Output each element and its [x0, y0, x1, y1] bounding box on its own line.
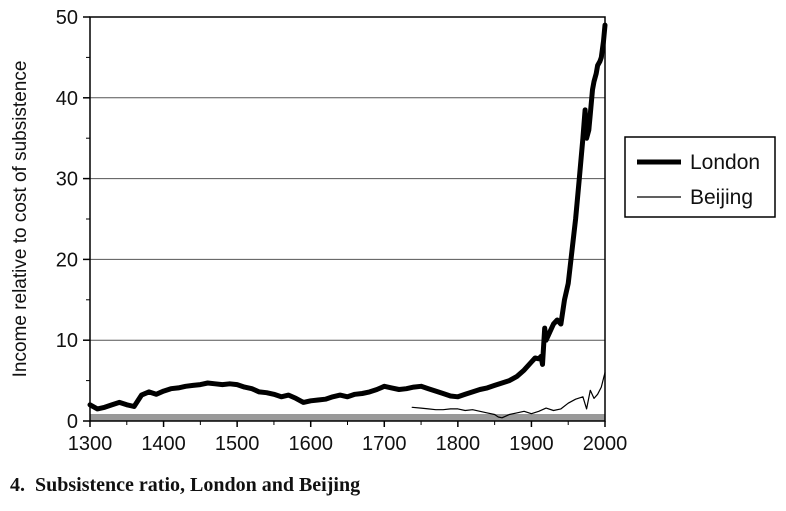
- y-tick-label: 30: [56, 169, 78, 191]
- x-tick-label: 1600: [288, 433, 333, 455]
- caption-text: Subsistence ratio, London and Beijing: [35, 474, 361, 496]
- legend-label-beijing: Beijing: [690, 186, 753, 209]
- x-tick-label: 1700: [362, 433, 407, 455]
- x-tick-label: 1400: [141, 433, 186, 455]
- plot-frame: [89, 16, 606, 422]
- y-axis-label: Income relative to cost of subsistence: [10, 61, 31, 378]
- y-tick-label: 20: [56, 249, 78, 271]
- legend: London Beijing: [624, 136, 776, 218]
- legend-box: [624, 136, 776, 218]
- baseline-band: [90, 414, 605, 421]
- legend-label-london: London: [690, 151, 760, 174]
- y-tick-label: 0: [67, 411, 78, 433]
- series-layer: [87, 22, 608, 419]
- x-tick-label: 1900: [509, 433, 554, 455]
- series-line-london: [87, 22, 608, 412]
- y-tick-label: 40: [56, 88, 78, 110]
- x-tick-label: 2000: [583, 433, 628, 455]
- ticks: 0 10 20 30 40 50 1300 1400 1500 1600 1700 1800 1900 2…: [56, 7, 628, 455]
- figure-caption: 4. Subsistence ratio, London and Beijing: [10, 474, 360, 497]
- x-tick-label: 1800: [436, 433, 481, 455]
- y-tick-label: 50: [56, 7, 78, 29]
- y-tick-label: 10: [56, 330, 78, 352]
- x-tick-label: 1300: [68, 433, 113, 455]
- x-tick-label: 1500: [215, 433, 260, 455]
- series-line-beijing: [411, 371, 606, 419]
- gridlines: [90, 97, 605, 341]
- caption-number: 4.: [10, 474, 25, 496]
